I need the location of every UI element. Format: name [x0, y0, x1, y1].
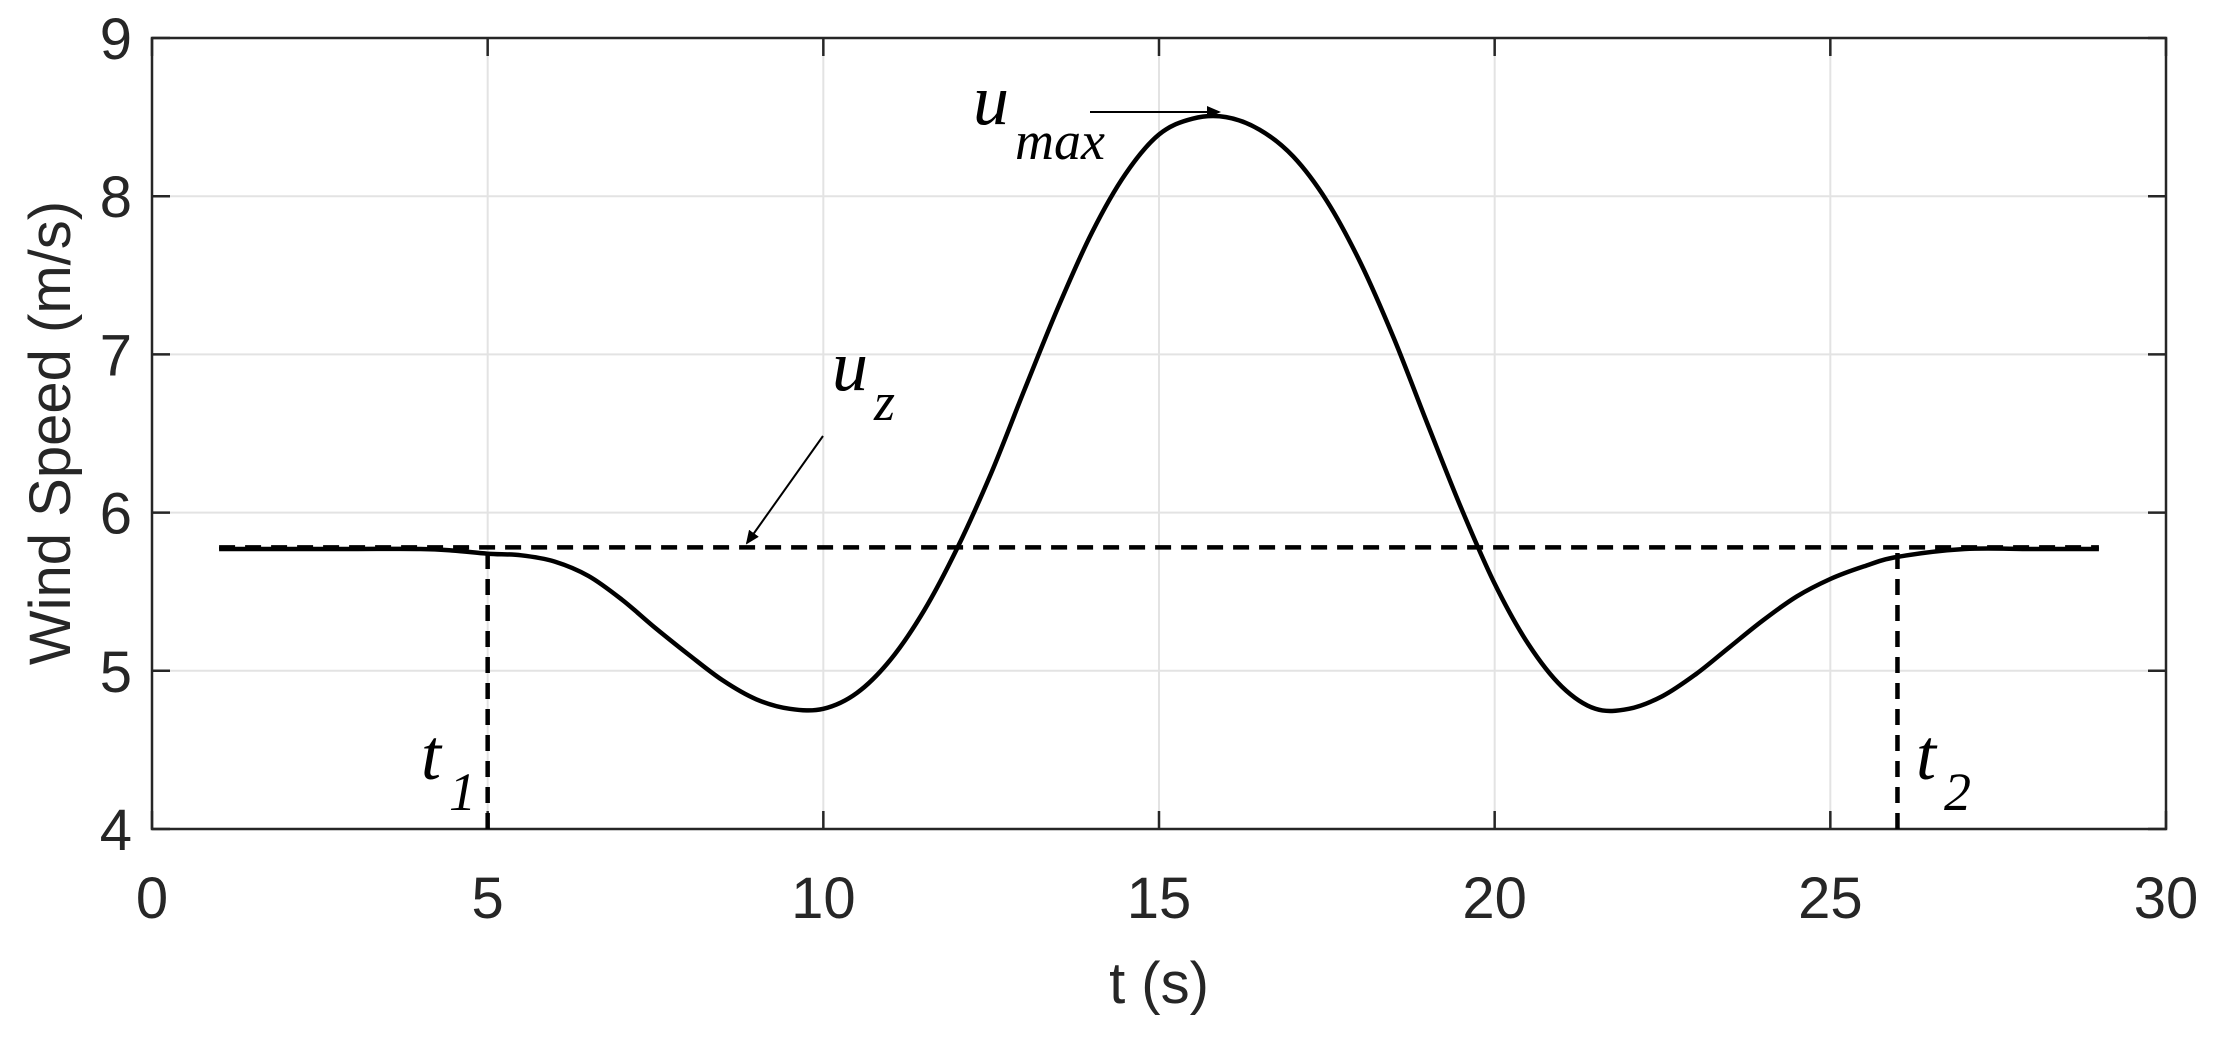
- grid: [152, 38, 2166, 829]
- t1-label: t: [421, 715, 443, 795]
- u-z-arrow: [745, 435, 824, 545]
- ticks: 0 5 10 15 20 25 30 4 5 6 7 8 9: [100, 7, 2199, 931]
- y-tick-label: 9: [100, 7, 132, 72]
- u-max-label: u: [973, 60, 1009, 140]
- x-tick-label: 10: [791, 866, 856, 931]
- y-tick-label: 4: [100, 798, 132, 863]
- y-tick-label: 6: [100, 482, 132, 547]
- x-tick-label: 15: [1127, 866, 1192, 931]
- x-tick-label: 20: [1462, 866, 1527, 931]
- x-tick-label: 30: [2134, 866, 2199, 931]
- u-z-label: u: [832, 326, 868, 406]
- y-tick-label: 8: [100, 165, 132, 230]
- t1-subscript: 1: [449, 762, 476, 822]
- x-tick-label: 5: [472, 866, 504, 931]
- t2-subscript: 2: [1944, 762, 1971, 822]
- u-z-subscript: z: [873, 372, 895, 432]
- wind-speed-curve: [219, 113, 2099, 714]
- y-tick-label: 5: [100, 640, 132, 705]
- x-tick-label: 25: [1798, 866, 1863, 931]
- t2-label: t: [1916, 715, 1938, 795]
- u-max-subscript: max: [1015, 111, 1105, 171]
- x-axis-label: t (s): [1109, 951, 1209, 1016]
- y-tick-label: 7: [100, 323, 132, 388]
- x-tick-label: 0: [136, 866, 168, 931]
- y-axis-label: Wind Speed (m/s): [18, 201, 83, 665]
- data-lines: [219, 113, 2099, 829]
